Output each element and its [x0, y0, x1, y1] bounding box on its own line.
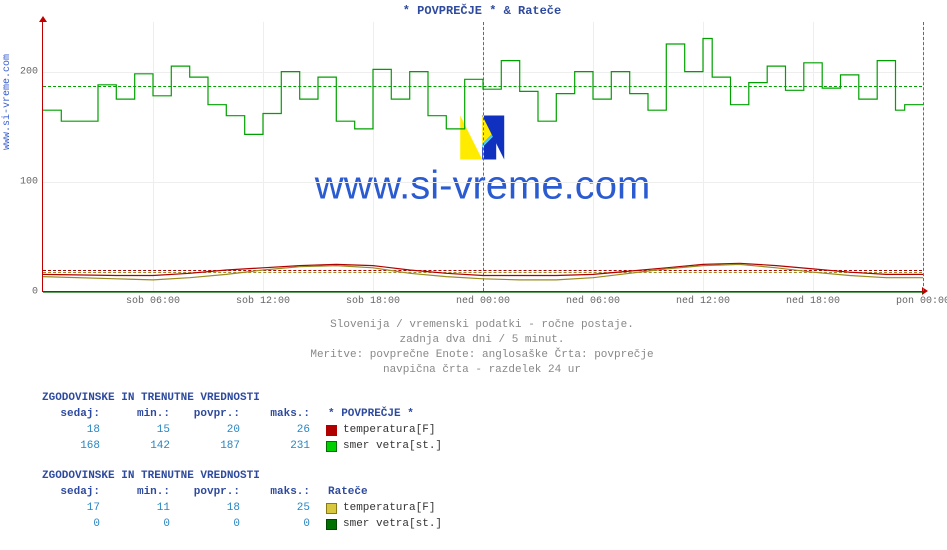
stats-value: 18 — [42, 424, 112, 436]
x-tick-label: ned 12:00 — [676, 296, 730, 307]
stats-col-label: povpr.: — [182, 486, 252, 498]
metric-label: smer vetra[st.] — [343, 440, 442, 452]
stats-value: 18 — [182, 502, 252, 514]
stats-col-label: povpr.: — [182, 408, 252, 420]
series-svg — [43, 22, 923, 292]
y-tick-label: 100 — [13, 176, 38, 187]
stats-value: 0 — [112, 518, 182, 530]
stats-col-label: min.: — [112, 408, 182, 420]
stats-value: 15 — [112, 424, 182, 436]
stats-value: 25 — [252, 502, 322, 514]
legend-swatch-icon — [326, 441, 337, 452]
x-tick-label: ned 00:00 — [456, 296, 510, 307]
x-tick-label: ned 06:00 — [566, 296, 620, 307]
legend-swatch-icon — [326, 425, 337, 436]
stats-col-label: min.: — [112, 486, 182, 498]
stats-value: 11 — [112, 502, 182, 514]
x-tick-label: sob 12:00 — [236, 296, 290, 307]
x-tick-label: sob 06:00 — [126, 296, 180, 307]
series-povprecje-smer-vetra — [43, 39, 923, 135]
stats-col-label: sedaj: — [42, 408, 112, 420]
subcaption-line: navpična črta - razdelek 24 ur — [42, 363, 922, 378]
stats-data-row: 0000smer vetra[st.] — [42, 516, 442, 532]
stats-value: 187 — [182, 440, 252, 452]
legend-swatch-icon — [326, 519, 337, 530]
stats-header: ZGODOVINSKE IN TRENUTNE VREDNOSTI — [42, 392, 442, 404]
stats-data-row: 17111825 temperatura[F] — [42, 500, 442, 516]
stats-value: 17 — [42, 502, 112, 514]
legend-swatch-icon — [326, 503, 337, 514]
chart-subcaption: Slovenija / vremenski podatki - ročne po… — [42, 318, 922, 377]
stats-label-row: sedaj:min.:povpr.:maks.: Rateče — [42, 484, 442, 500]
stats-value: 0 — [182, 518, 252, 530]
metric-label: temperatura[F] — [343, 502, 435, 514]
stats-header: ZGODOVINSKE IN TRENUTNE VREDNOSTI — [42, 470, 442, 482]
day-divider — [923, 22, 924, 291]
stats-value: 0 — [42, 518, 112, 530]
stats-value: 0 — [252, 518, 322, 530]
stats-data-row: 168142187231 smer vetra[st.] — [42, 438, 442, 454]
metric-label: temperatura[F] — [343, 424, 435, 436]
stats-col-label: maks.: — [252, 408, 322, 420]
stats-label-row: sedaj:min.:povpr.:maks.: * POVPREČJE * — [42, 406, 442, 422]
stats-col-label: maks.: — [252, 486, 322, 498]
stats-value: 142 — [112, 440, 182, 452]
x-tick-label: ned 18:00 — [786, 296, 840, 307]
y-tick-label: 200 — [13, 66, 38, 77]
y-tick-label: 0 — [13, 287, 38, 298]
stats-col-label: sedaj: — [42, 486, 112, 498]
stats-value: 231 — [252, 440, 322, 452]
plot-canvas: www.si-vreme.com 0100200sob 06:00sob 12:… — [42, 22, 922, 292]
stats-value: 26 — [252, 424, 322, 436]
subcaption-line: zadnja dva dni / 5 minut. — [42, 333, 922, 348]
chart-area: * POVPREČJE * & Rateče www.si-vreme.com … — [42, 4, 922, 314]
stats-block-povprecje: ZGODOVINSKE IN TRENUTNE VREDNOSTIsedaj:m… — [42, 392, 442, 454]
x-tick-label: sob 18:00 — [346, 296, 400, 307]
chart-title: * POVPREČJE * & Rateče — [42, 4, 922, 18]
subcaption-line: Slovenija / vremenski podatki - ročne po… — [42, 318, 922, 333]
station-title: Rateče — [328, 486, 368, 498]
subcaption-line: Meritve: povprečne Enote: anglosaške Črt… — [42, 348, 922, 363]
stats-value: 20 — [182, 424, 252, 436]
metric-label: smer vetra[st.] — [343, 518, 442, 530]
x-tick-label: pon 00:00 — [896, 296, 947, 307]
side-credit-label: www.si-vreme.com — [2, 54, 13, 150]
stats-block-ratece: ZGODOVINSKE IN TRENUTNE VREDNOSTIsedaj:m… — [42, 470, 442, 532]
stats-data-row: 18152026 temperatura[F] — [42, 422, 442, 438]
station-title: * POVPREČJE * — [328, 408, 414, 420]
stats-value: 168 — [42, 440, 112, 452]
